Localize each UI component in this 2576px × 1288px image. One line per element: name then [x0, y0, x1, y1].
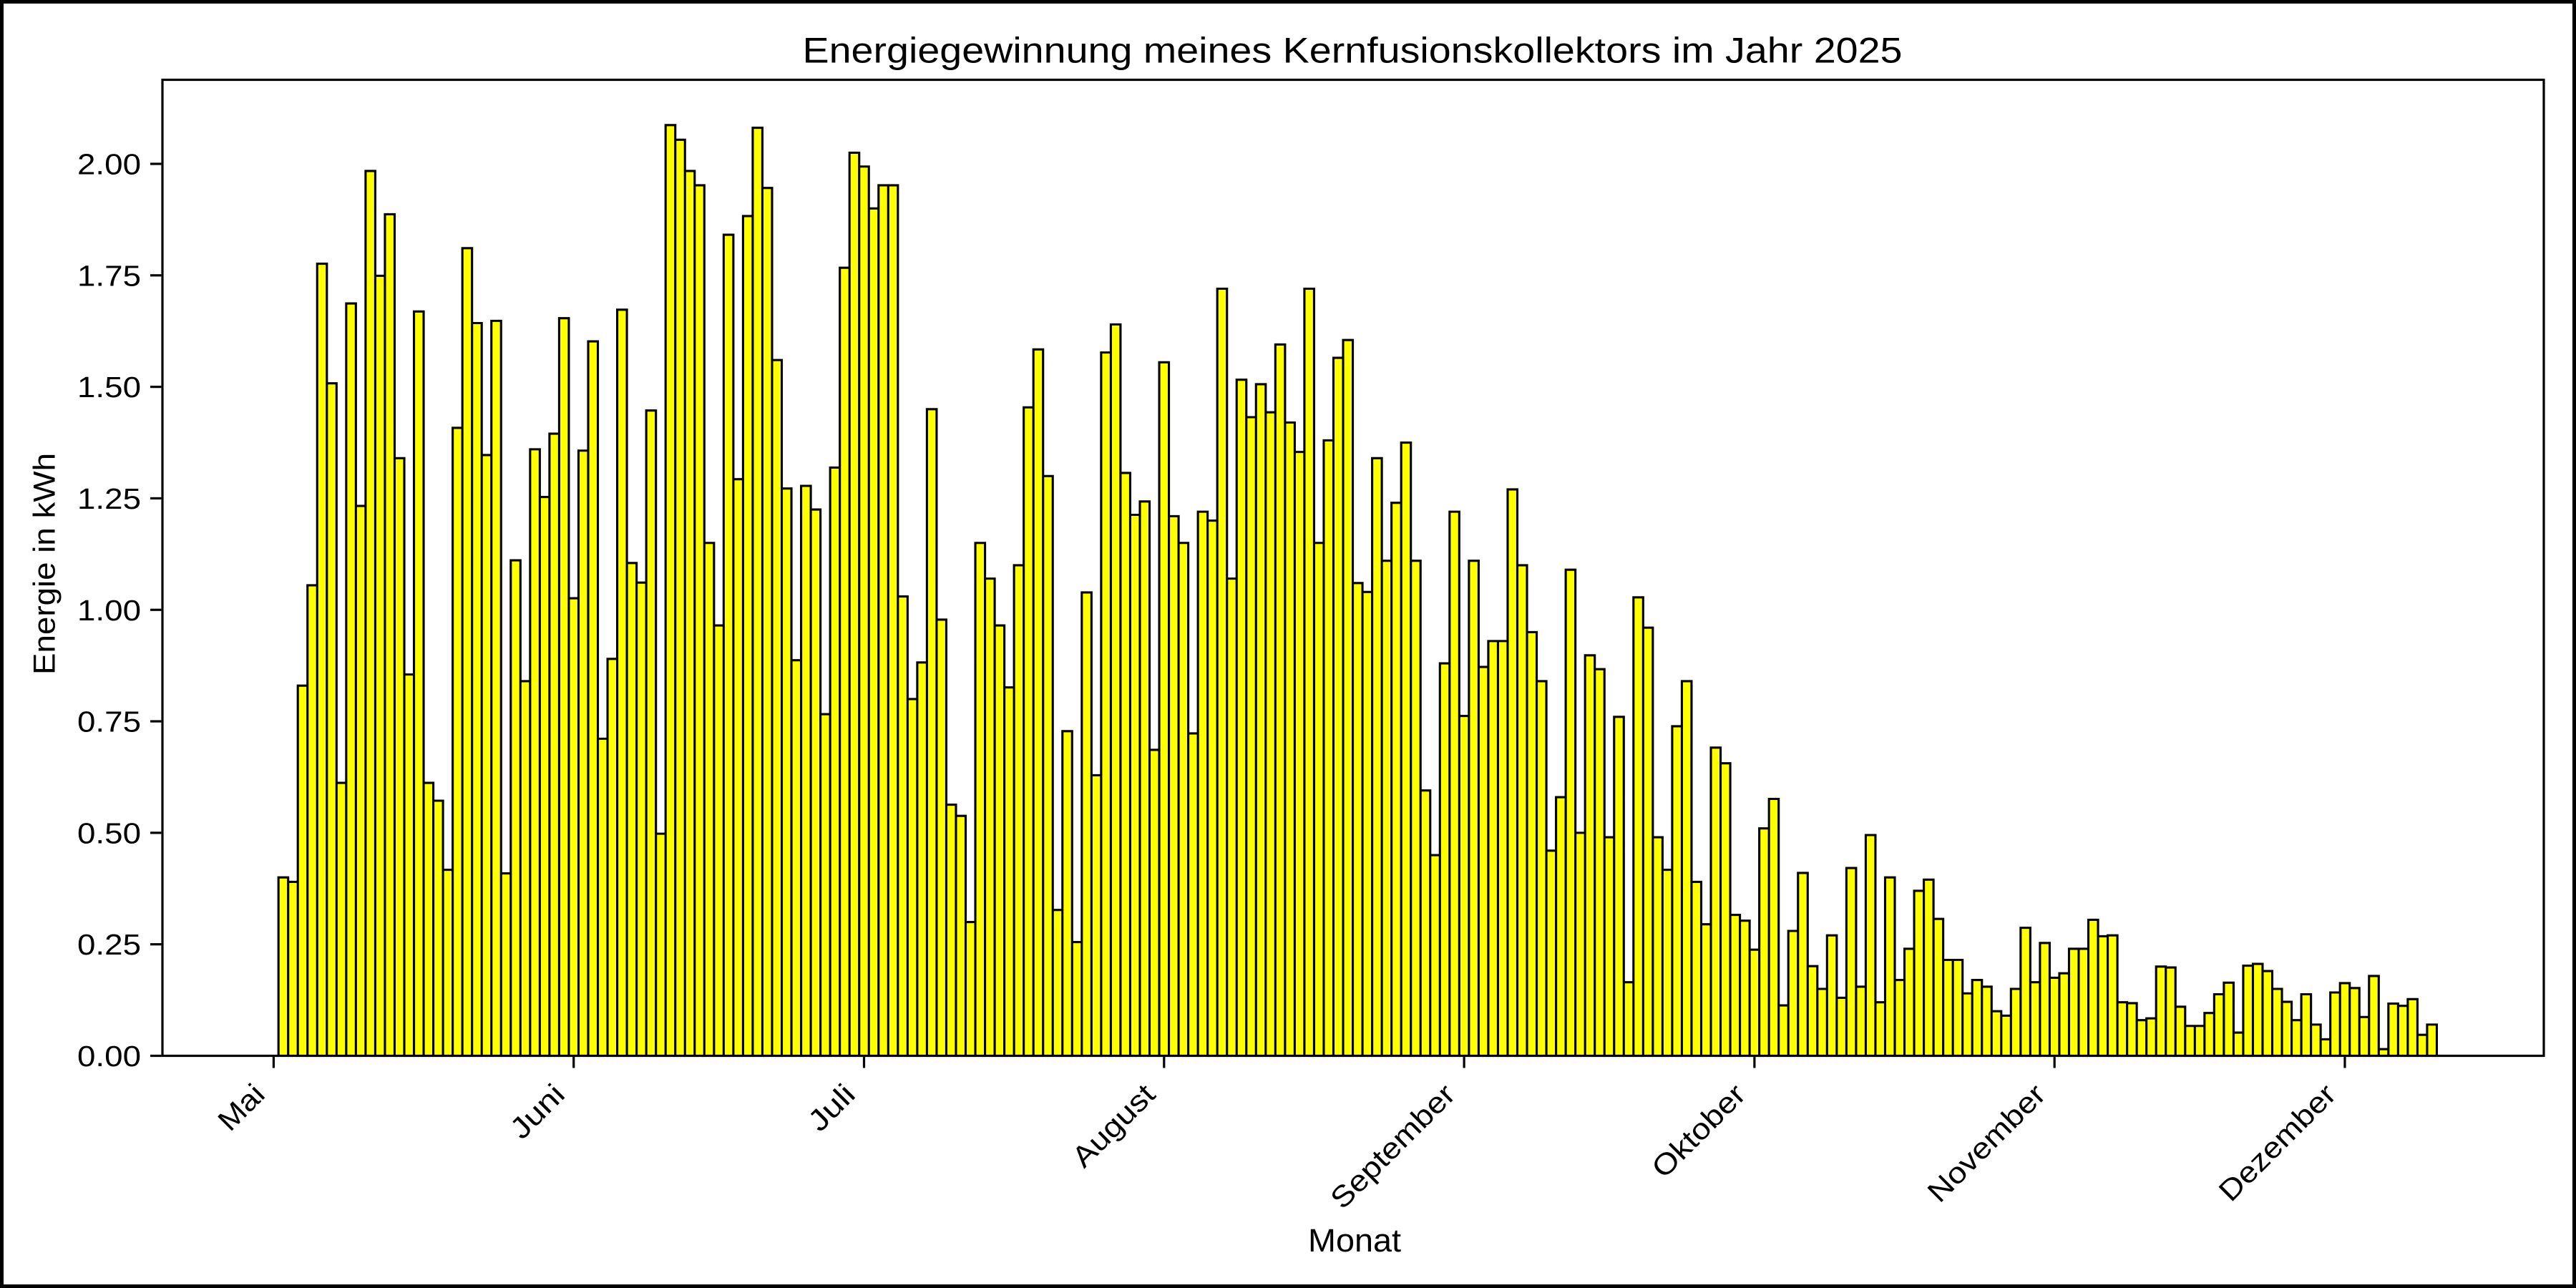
- svg-text:Monat: Monat: [1308, 1222, 1402, 1259]
- svg-text:Energiegewinnung meines Kernfu: Energiegewinnung meines Kernfusionskolle…: [803, 31, 1903, 71]
- svg-text:1.75: 1.75: [77, 259, 141, 292]
- svg-text:1.00: 1.00: [77, 594, 141, 627]
- svg-text:1.50: 1.50: [77, 371, 141, 404]
- svg-text:2.00: 2.00: [77, 148, 141, 181]
- svg-text:Energie in kWh: Energie in kWh: [28, 453, 62, 675]
- svg-text:1.25: 1.25: [77, 482, 141, 515]
- svg-text:0.75: 0.75: [77, 706, 141, 738]
- svg-text:0.25: 0.25: [77, 928, 141, 961]
- svg-text:0.00: 0.00: [77, 1040, 141, 1073]
- svg-text:0.50: 0.50: [77, 816, 141, 849]
